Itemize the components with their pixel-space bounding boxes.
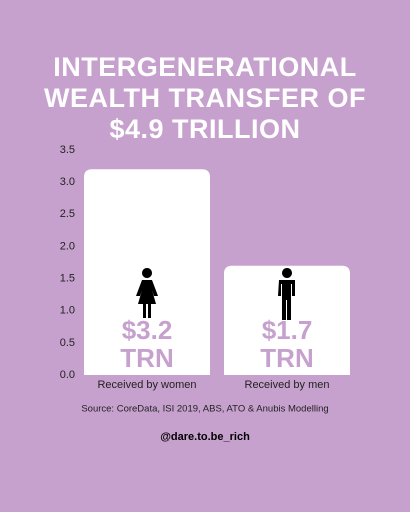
handle: @dare.to.be_rich [160,431,250,443]
y-tick-label: 2.0 [60,240,75,252]
y-tick-label: 2.5 [60,208,75,220]
y-tick-label: 0.5 [60,337,75,349]
person-icon [136,268,158,318]
y-tick-label: 0.0 [60,369,75,381]
source: Source: CoreData, ISI 2019, ABS, ATO & A… [81,404,328,415]
y-tick-label: 1.0 [60,305,75,317]
x-tick-label: Received by men [245,379,330,391]
x-tick-label: Received by women [97,379,196,391]
chart-title: INTERGENERATIONAL WEALTH TRANSFER OF $4.… [44,52,366,144]
person-icon [278,268,295,320]
y-tick-label: 3.5 [60,144,75,156]
y-tick-label: 1.5 [60,272,75,284]
value-label: $3.2 TRN [120,315,174,373]
value-label: $1.7 TRN [260,315,314,373]
y-tick-label: 3.0 [60,176,75,188]
bar [224,265,350,375]
